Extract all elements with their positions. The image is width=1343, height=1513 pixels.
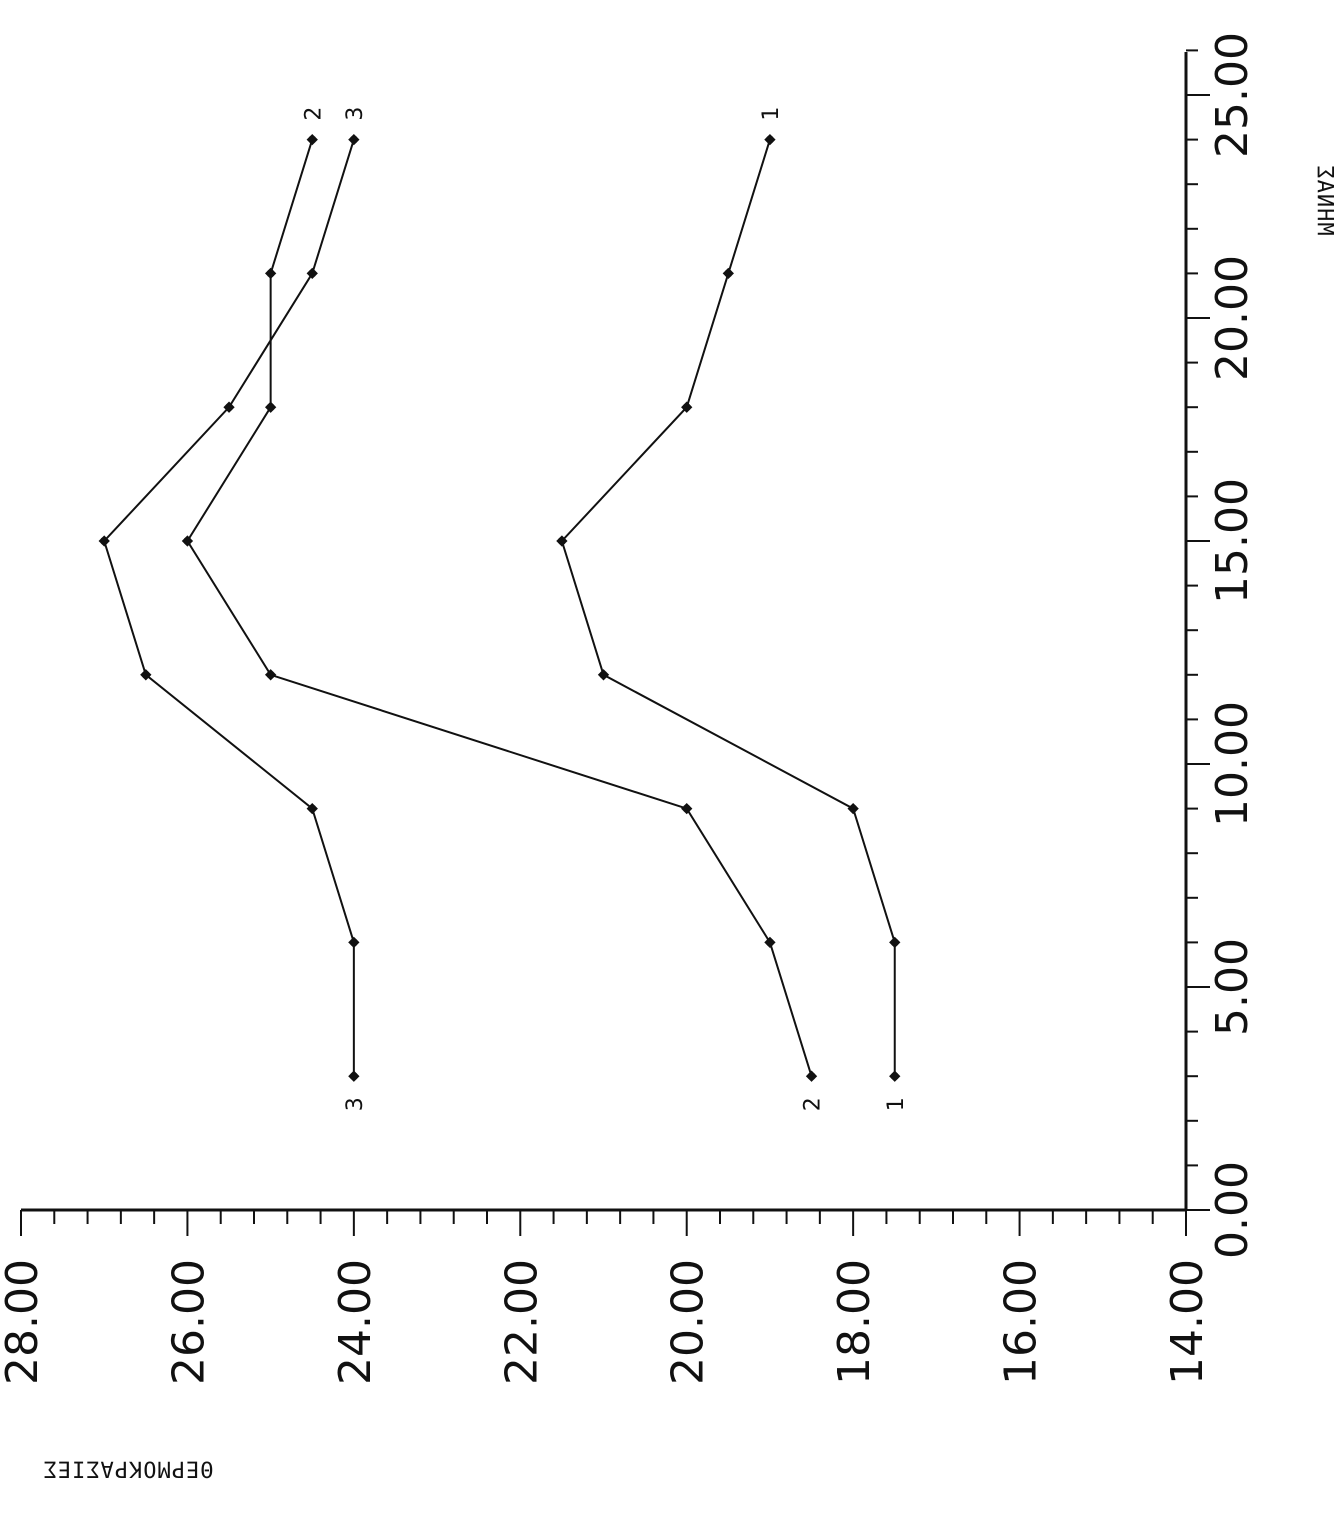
y-tick-label: 18.00 — [829, 1259, 880, 1385]
axes — [21, 52, 1188, 1212]
data-point-center — [890, 938, 899, 947]
y-tick-label: 20.00 — [663, 1259, 714, 1385]
data-point-center — [682, 804, 691, 813]
x-tick-label: 5.00 — [1207, 938, 1258, 1036]
data-point-center — [849, 804, 858, 813]
x-tick-label: 15.00 — [1207, 478, 1258, 604]
data-point-center — [682, 403, 691, 412]
data-point-center — [807, 1072, 816, 1081]
data-point-center — [266, 269, 275, 278]
data-point-center — [349, 1072, 358, 1081]
y-tick-label: 28.00 — [0, 1259, 48, 1385]
y-tick-label: 14.00 — [1162, 1259, 1213, 1385]
data-point-center — [266, 670, 275, 679]
x-tick-label: 20.00 — [1207, 255, 1258, 381]
series-2: 22 — [181, 107, 826, 1111]
data-point-center — [557, 537, 566, 545]
data-point-center — [225, 403, 234, 412]
series-label: 3 — [343, 107, 368, 121]
ticks: 14.0016.0018.0020.0022.0024.0026.0028.00… — [0, 32, 1258, 1385]
y-tick-label: 26.00 — [163, 1259, 214, 1385]
series-label: 2 — [801, 1097, 826, 1111]
y-axis-title: ΘΕΡΜΟΚΡΑΣΙΕΣ — [43, 1456, 214, 1481]
series-label: 1 — [884, 1097, 909, 1111]
data-point-center — [765, 135, 774, 144]
data-point-center — [308, 269, 317, 278]
x-axis-title: ΜΗΝΑΣ — [1312, 164, 1337, 235]
series-line-3 — [103, 139, 355, 1077]
series-3: 33 — [98, 107, 368, 1111]
data-point-center — [141, 670, 150, 679]
series-1: 11 — [556, 107, 909, 1111]
data-point-center — [349, 135, 358, 144]
data-point-center — [100, 537, 109, 545]
series-label: 1 — [759, 107, 784, 121]
data-point-center — [765, 938, 774, 947]
data-point-center — [183, 537, 192, 545]
y-tick-label: 16.00 — [996, 1259, 1047, 1385]
x-tick-label: 0.00 — [1207, 1161, 1258, 1259]
data-point-center — [724, 269, 733, 278]
data-point-center — [308, 135, 317, 144]
data-point-center — [349, 938, 358, 947]
series-line-1 — [560, 139, 896, 1077]
series-label: 3 — [343, 1097, 368, 1111]
series-label: 2 — [301, 107, 326, 121]
data-point-center — [599, 670, 608, 679]
x-tick-label: 25.00 — [1207, 32, 1258, 158]
y-tick-label: 22.00 — [496, 1259, 547, 1385]
x-tick-label: 10.00 — [1207, 701, 1258, 827]
data-point-center — [266, 403, 275, 412]
series-line-2 — [186, 139, 813, 1077]
y-tick-label: 24.00 — [330, 1259, 381, 1385]
data-point-center — [308, 804, 317, 813]
data-point-center — [890, 1072, 899, 1081]
